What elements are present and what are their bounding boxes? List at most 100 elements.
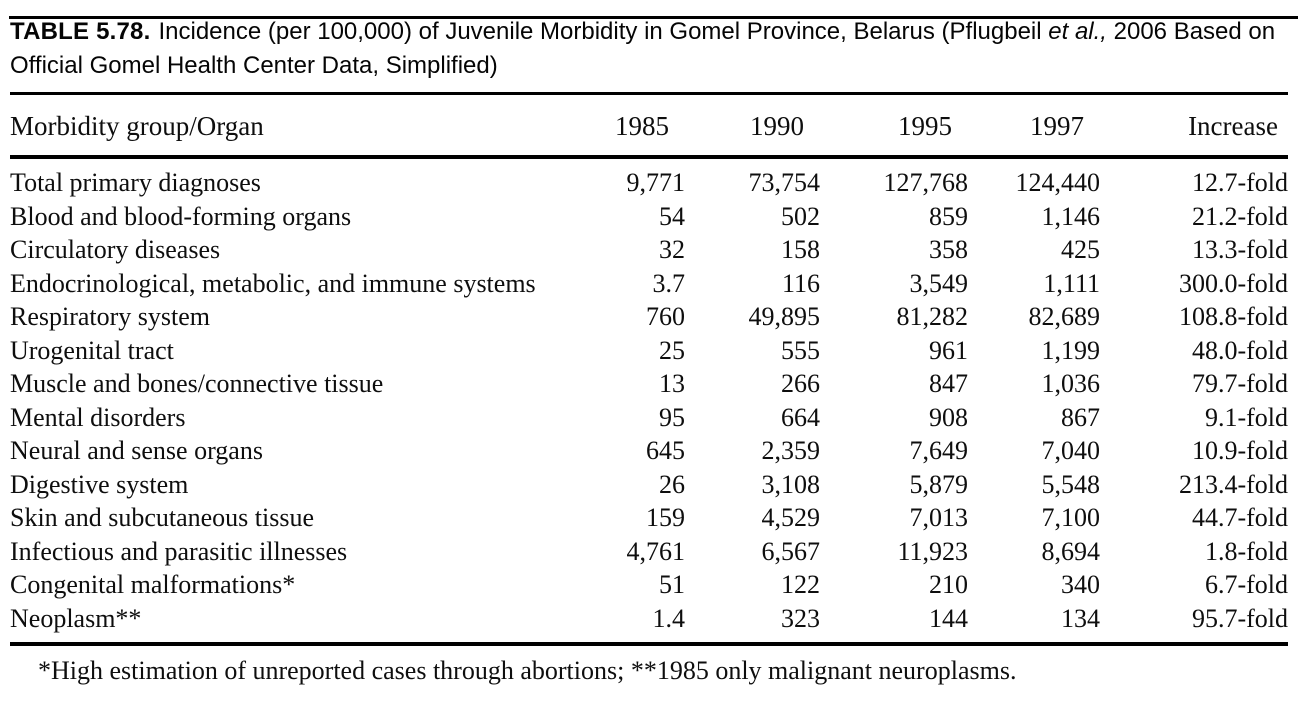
title-rule	[10, 92, 1288, 95]
value-increase: 300.0-fold	[1178, 268, 1288, 298]
value-1997: 8,694	[1041, 536, 1101, 566]
row-label: Respiratory system	[10, 302, 211, 331]
table-row: Circulatory diseases 32 158 358 425 13.3…	[10, 233, 1288, 267]
value-1997: 5,548	[1041, 469, 1101, 499]
value-increase: 1.8-fold	[1204, 536, 1288, 566]
value-increase: 79.7-fold	[1191, 369, 1288, 398]
value-1997: 867	[1061, 402, 1100, 432]
value-1985: 760	[646, 302, 685, 331]
table-row: Blood and blood-forming organs 54 502 85…	[10, 200, 1288, 234]
value-1995: 961	[929, 335, 968, 365]
value-increase: 213.4-fold	[1178, 469, 1288, 499]
column-header-1990: 1990	[695, 95, 830, 159]
value-1990: 6,567	[761, 536, 821, 566]
value-increase: 21.2-fold	[1191, 201, 1288, 231]
value-1995: 210	[929, 570, 968, 599]
table-row: Total primary diagnoses 9,771 73,754 127…	[10, 157, 1288, 200]
table-row: Digestive system 26 3,108 5,879 5,548 21…	[10, 468, 1288, 502]
morbidity-table: Morbidity group/Organ 1985 1990 1995 199…	[10, 95, 1288, 646]
table-header-row: Morbidity group/Organ 1985 1990 1995 199…	[10, 95, 1288, 159]
value-1990: 116	[781, 268, 820, 298]
column-header-organ: Morbidity group/Organ	[10, 95, 570, 159]
table-title-text-cont: 2006 Based on Official Gomel Health Cent…	[10, 18, 1276, 79]
value-increase: 9.1-fold	[1204, 402, 1288, 432]
value-1997: 340	[1061, 570, 1100, 599]
value-1990: 555	[781, 335, 820, 365]
table-row: Mental disorders 95 664 908 867 9.1-fold	[10, 401, 1288, 435]
row-label: Blood and blood-forming organs	[10, 201, 352, 231]
value-increase: 48.0-fold	[1191, 335, 1288, 365]
table-title-text: Incidence (per 100,000) of Juvenile Morb…	[158, 18, 1042, 45]
row-label: Neoplasm**	[10, 603, 142, 633]
value-increase: 108.8-fold	[1178, 302, 1288, 331]
value-1995: 7,649	[909, 436, 969, 465]
table-row: Respiratory system 760 49,895 81,282 82,…	[10, 300, 1288, 334]
value-1985: 1.4	[652, 603, 686, 633]
row-label: Skin and subcutaneous tissue	[10, 503, 315, 532]
table-row: Infectious and parasitic illnesses 4,761…	[10, 535, 1288, 569]
value-1997: 7,100	[1041, 503, 1101, 532]
value-1990: 73,754	[748, 168, 821, 197]
row-label: Digestive system	[10, 469, 189, 499]
table-row: Neoplasm** 1.4 323 144 134 95.7-fold	[10, 602, 1288, 645]
table-row: Endocrinological, metabolic, and immune …	[10, 267, 1288, 301]
value-1985: 9,771	[626, 168, 686, 197]
value-1985: 645	[646, 436, 685, 465]
row-label: Muscle and bones/connective tissue	[10, 369, 384, 398]
value-1997: 425	[1061, 235, 1100, 264]
table-row: Urogenital tract 25 555 961 1,199 48.0-f…	[10, 334, 1288, 368]
value-1990: 3,108	[761, 469, 821, 499]
value-1985: 26	[659, 469, 685, 499]
table-number-label: TABLE 5.78.	[10, 18, 151, 45]
row-label: Urogenital tract	[10, 335, 174, 365]
value-1997: 1,146	[1041, 201, 1101, 231]
table-row: Muscle and bones/connective tissue 13 26…	[10, 367, 1288, 401]
row-label: Congenital malformations*	[10, 570, 296, 599]
value-1990: 4,529	[761, 503, 821, 532]
value-1995: 358	[929, 235, 968, 264]
value-1997: 134	[1061, 603, 1100, 633]
value-1985: 51	[659, 570, 685, 599]
table-footnote: *High estimation of unreported cases thr…	[38, 656, 1017, 685]
table-title-etal: et al.,	[1048, 18, 1107, 45]
value-1990: 266	[781, 369, 820, 398]
value-increase: 13.3-fold	[1191, 235, 1288, 264]
value-1990: 2,359	[761, 436, 821, 465]
value-1995: 847	[929, 369, 968, 398]
column-header-1985: 1985	[570, 95, 695, 159]
value-1995: 127,768	[883, 168, 969, 197]
value-1985: 54	[659, 201, 685, 231]
row-label: Mental disorders	[10, 402, 186, 432]
value-1997: 82,689	[1028, 302, 1101, 331]
value-increase: 6.7-fold	[1204, 570, 1288, 599]
column-header-1997: 1997	[978, 95, 1110, 159]
value-1995: 859	[929, 201, 968, 231]
value-1985: 4,761	[626, 536, 686, 566]
value-1990: 122	[781, 570, 820, 599]
value-increase: 10.9-fold	[1191, 436, 1288, 465]
value-1995: 908	[929, 402, 968, 432]
value-increase: 95.7-fold	[1191, 603, 1288, 633]
value-1990: 158	[781, 235, 820, 264]
value-1990: 664	[781, 402, 820, 432]
value-1997: 1,111	[1043, 268, 1100, 298]
value-1985: 159	[646, 503, 685, 532]
value-1995: 11,923	[897, 536, 968, 566]
top-rule	[9, 16, 1298, 19]
value-1990: 502	[781, 201, 820, 231]
value-1985: 25	[659, 335, 685, 365]
row-label: Circulatory diseases	[10, 235, 221, 264]
value-1995: 81,282	[896, 302, 969, 331]
value-1997: 124,440	[1015, 168, 1101, 197]
page: TABLE 5.78. Incidence (per 100,000) of Ju…	[0, 15, 1298, 687]
row-label: Neural and sense organs	[10, 436, 263, 465]
value-increase: 44.7-fold	[1191, 503, 1288, 532]
value-1995: 5,879	[909, 469, 969, 499]
value-1997: 7,040	[1041, 436, 1101, 465]
value-1985: 32	[659, 235, 685, 264]
row-label: Total primary diagnoses	[10, 168, 261, 197]
value-1997: 1,036	[1041, 369, 1101, 398]
column-header-1995: 1995	[830, 95, 978, 159]
value-1995: 144	[929, 603, 968, 633]
value-1990: 323	[781, 603, 820, 633]
